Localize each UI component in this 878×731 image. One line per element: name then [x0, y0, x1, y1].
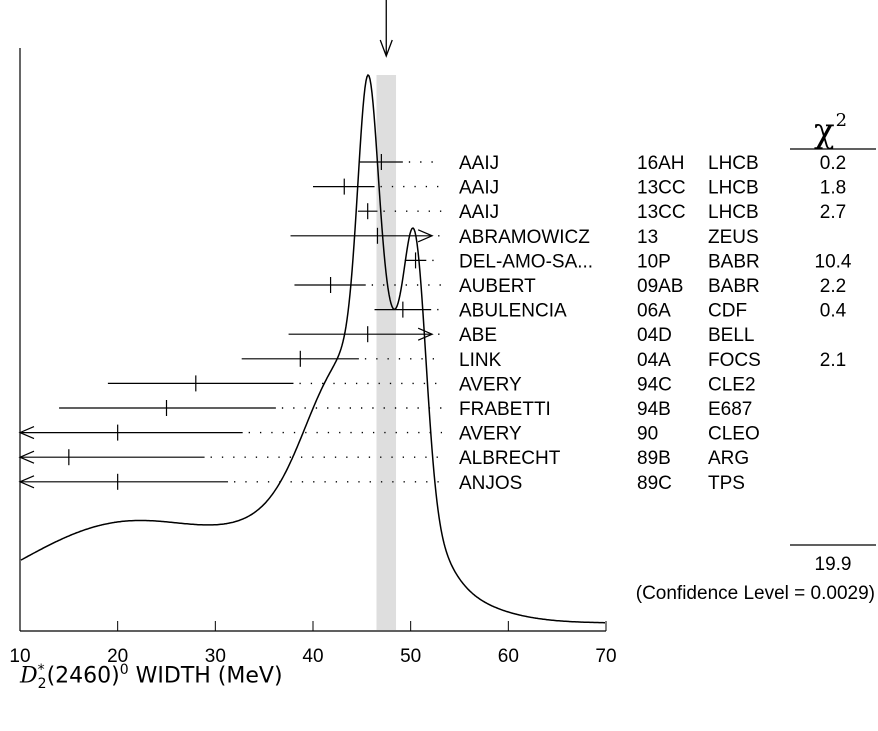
- chi2-value: 0.2: [820, 153, 846, 174]
- author-label: AAIJ: [459, 202, 499, 223]
- experiment-label: ARG: [708, 448, 749, 469]
- reference-code: 09AB: [637, 276, 683, 297]
- x-tick-label: 10: [9, 646, 30, 667]
- author-label: AVERY: [459, 424, 522, 445]
- x-tick-label: 50: [400, 646, 421, 667]
- experiment-label: BABR: [708, 251, 760, 272]
- measurement-row: DEL-AMO-SA... 10P BABR 10.4: [404, 251, 852, 272]
- reference-code: 16AH: [637, 153, 685, 174]
- average-band: [376, 75, 397, 630]
- arrow-left-head: [18, 450, 35, 464]
- author-label: DEL-AMO-SA...: [459, 251, 593, 272]
- experiment-label: CLEO: [708, 424, 760, 445]
- measurement-row: LINK 04A FOCS 2.1: [241, 350, 846, 371]
- arrow-right-head: [417, 229, 434, 243]
- confidence-level: (Confidence Level = 0.0029): [636, 583, 875, 604]
- measurement-row: AAIJ 16AH LHCB 0.2: [359, 153, 846, 174]
- experiment-label: E687: [708, 399, 752, 420]
- measurement-row: ABE 04D BELL: [288, 325, 754, 346]
- measurement-row: AVERY 90 CLEO: [18, 424, 760, 445]
- reference-code: 94C: [637, 374, 672, 395]
- reference-code: 04D: [637, 325, 672, 346]
- arrow-left-head: [18, 426, 35, 440]
- x-ticks: 10 20 30 40 50 60 70: [9, 621, 617, 667]
- experiment-label: ZEUS: [708, 227, 759, 248]
- chi2-value: 2.7: [820, 202, 846, 223]
- experiment-label: LHCB: [708, 202, 759, 223]
- experiment-label: TPS: [708, 473, 745, 494]
- chi2-value: 1.8: [820, 178, 846, 199]
- reference-code: 13CC: [637, 202, 686, 223]
- reference-code: 13CC: [637, 178, 686, 199]
- chi2-header: χ2: [814, 110, 847, 151]
- experiment-label: LHCB: [708, 153, 759, 174]
- measurement-row: AAIJ 13CC LHCB 1.8: [313, 178, 846, 199]
- chi2-value: 2.2: [820, 276, 846, 297]
- measurement-row: AVERY 94C CLE2: [107, 374, 756, 395]
- reference-code: 89C: [637, 473, 672, 494]
- x-tick-label: 20: [107, 646, 128, 667]
- measurement-row: ABRAMOWICZ 13 ZEUS: [290, 227, 759, 248]
- ideogram-curve: [20, 73, 605, 624]
- measurement-row: ALBRECHT 89B ARG: [18, 448, 749, 469]
- average-arrow: [379, 0, 393, 58]
- experiment-label: BABR: [708, 276, 760, 297]
- measurement-row: ABULENCIA 06A CDF 0.4: [374, 301, 847, 322]
- experiment-label: BELL: [708, 325, 754, 346]
- experiment-label: FOCS: [708, 350, 761, 371]
- author-label: ABE: [459, 325, 497, 346]
- author-label: AAIJ: [459, 178, 499, 199]
- measurements: AAIJ 16AH LHCB 0.2 AAIJ 13CC LHCB 1.8 AAIJ 13CC LH…: [18, 153, 852, 494]
- measurement-row: FRABETTI 94B E687: [59, 399, 752, 420]
- arrow-left-head: [18, 475, 35, 489]
- reference-code: 04A: [637, 350, 671, 371]
- author-label: LINK: [459, 350, 502, 371]
- measurement-row: AAIJ 13CC LHCB 2.7: [357, 202, 846, 223]
- arrow-right-head: [417, 327, 434, 341]
- author-label: FRABETTI: [459, 399, 551, 420]
- reference-code: 89B: [637, 448, 671, 469]
- measurement-row: ANJOS 89C TPS: [18, 473, 745, 494]
- x-tick-label: 40: [302, 646, 323, 667]
- chi2-value: 10.4: [815, 251, 852, 272]
- chi2-value: 0.4: [820, 301, 847, 322]
- author-label: ANJOS: [459, 473, 522, 494]
- author-label: AUBERT: [459, 276, 536, 297]
- author-label: ALBRECHT: [459, 448, 561, 469]
- reference-code: 13: [637, 227, 658, 248]
- x-tick-label: 70: [595, 646, 616, 667]
- experiment-label: CLE2: [708, 374, 756, 395]
- measurement-row: AUBERT 09AB BABR 2.2: [294, 276, 846, 297]
- reference-code: 94B: [637, 399, 671, 420]
- chi2-total: 19.9: [815, 554, 852, 575]
- author-label: ABRAMOWICZ: [459, 227, 590, 248]
- x-axis-title: D*2(2460)0 WIDTH (MeV): [20, 662, 283, 692]
- author-label: AAIJ: [459, 153, 499, 174]
- reference-code: 10P: [637, 251, 671, 272]
- experiment-label: LHCB: [708, 178, 759, 199]
- x-tick-label: 60: [498, 646, 519, 667]
- reference-code: 90: [637, 424, 658, 445]
- author-label: ABULENCIA: [459, 301, 567, 322]
- reference-code: 06A: [637, 301, 671, 322]
- chi2-value: 2.1: [820, 350, 846, 371]
- experiment-label: CDF: [708, 301, 747, 322]
- author-label: AVERY: [459, 374, 522, 395]
- x-tick-label: 30: [205, 646, 226, 667]
